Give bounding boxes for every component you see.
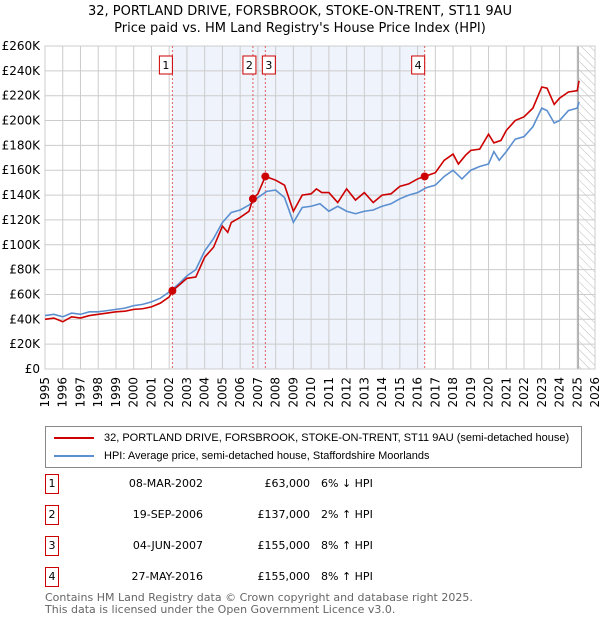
sale-hpi-diff: 8% ↑ HPI bbox=[321, 539, 373, 552]
x-tick-label: 2012 bbox=[340, 377, 354, 408]
sale-date: 19-SEP-2006 bbox=[132, 508, 203, 521]
legend: 32, PORTLAND DRIVE, FORSBROOK, STOKE-ON-… bbox=[45, 426, 582, 468]
sale-number: 2 bbox=[45, 505, 59, 525]
sale-number: 1 bbox=[45, 474, 59, 494]
x-tick-label: 2003 bbox=[180, 377, 194, 408]
footer-line-2: This data is licensed under the Open Gov… bbox=[45, 603, 396, 616]
chart-subtitle: Price paid vs. HM Land Registry's House … bbox=[114, 21, 486, 36]
plot-border bbox=[44, 45, 596, 370]
sale-hpi-diff: 6% ↓ HPI bbox=[321, 477, 373, 490]
x-tick-label: 2017 bbox=[428, 377, 442, 408]
sale-date: 04-JUN-2007 bbox=[132, 539, 203, 552]
sale-label-box bbox=[158, 55, 173, 75]
x-tick-label: 2019 bbox=[464, 377, 478, 408]
x-tick-label: 2010 bbox=[304, 377, 318, 408]
y-tick-label: £100K bbox=[2, 238, 42, 252]
x-tick-label: 2016 bbox=[411, 377, 425, 408]
y-tick-label: £200K bbox=[2, 114, 42, 128]
sale-label-number: 1 bbox=[162, 59, 169, 72]
x-tick-label: 2000 bbox=[127, 377, 141, 408]
y-tick-label: £220K bbox=[2, 89, 42, 103]
x-tick-label: 2011 bbox=[322, 377, 336, 408]
x-tick-label: 2007 bbox=[251, 377, 265, 408]
x-tick-label: 2009 bbox=[286, 377, 300, 408]
sale-hpi-diff: 8% ↑ HPI bbox=[321, 570, 373, 583]
sale-price: £155,000 bbox=[257, 570, 311, 583]
x-tick-label: 2025 bbox=[570, 377, 584, 408]
sale-point bbox=[248, 194, 257, 203]
footer: Contains HM Land Registry data © Crown c… bbox=[45, 592, 473, 616]
y-tick-label: £240K bbox=[2, 64, 42, 78]
x-tick-label: 1995 bbox=[38, 377, 52, 408]
legend-hpi-label: HPI: Average price, semi-detached house,… bbox=[104, 450, 430, 462]
y-tick-label: £180K bbox=[2, 138, 42, 152]
sale-date: 27-MAY-2016 bbox=[131, 570, 203, 583]
y-tick-label: £140K bbox=[2, 188, 42, 202]
price-chart: £0 £20K £40K £60K £80K £100K £120K £140K £160K £1… bbox=[2, 39, 600, 408]
y-tick-label: £160K bbox=[2, 163, 42, 177]
chart-title: 32, PORTLAND DRIVE, FORSBROOK, STOKE-ON-… bbox=[88, 4, 512, 19]
sale-hpi-diff: 2% ↑ HPI bbox=[321, 508, 373, 521]
y-tick-label: £40K bbox=[9, 312, 41, 326]
x-tick-label: 2018 bbox=[446, 377, 460, 408]
x-tick-label: 2005 bbox=[215, 377, 229, 408]
x-tick-label: 2014 bbox=[375, 377, 389, 408]
sale-label-box bbox=[242, 55, 257, 75]
sale-label-box bbox=[411, 55, 426, 75]
x-tick-label: 1997 bbox=[73, 377, 87, 408]
y-tick-label: £60K bbox=[9, 287, 41, 301]
sale-row: 1 08-MAR-2002 £63,000 6% ↓ HPI bbox=[45, 474, 545, 494]
legend-blue-line bbox=[54, 455, 94, 457]
shaded-region bbox=[172, 46, 425, 369]
sale-row: 4 27-MAY-2016 £155,000 8% ↑ HPI bbox=[45, 567, 545, 587]
sale-price: £155,000 bbox=[257, 539, 311, 552]
x-tick-label: 2001 bbox=[144, 377, 158, 408]
sale-number: 4 bbox=[45, 567, 59, 587]
sale-label-number: 2 bbox=[246, 59, 253, 72]
y-tick-label: £260K bbox=[2, 39, 42, 53]
x-tick-label: 2015 bbox=[393, 377, 407, 408]
sale-label-box bbox=[261, 55, 276, 75]
x-tick-label: 2023 bbox=[535, 377, 549, 408]
forecast-hatch bbox=[579, 46, 595, 369]
sale-label-number: 4 bbox=[415, 59, 422, 72]
x-tick-label: 2002 bbox=[162, 377, 176, 408]
sale-label-number: 3 bbox=[265, 59, 272, 72]
sale-point bbox=[168, 286, 177, 295]
sale-date: 08-MAR-2002 bbox=[128, 477, 203, 490]
x-tick-label: 1996 bbox=[56, 377, 70, 408]
x-tick-label: 2024 bbox=[553, 377, 567, 408]
legend-property-label: 32, PORTLAND DRIVE, FORSBROOK, STOKE-ON-… bbox=[104, 432, 570, 444]
x-tick-label: 2004 bbox=[198, 377, 212, 408]
sale-row: 2 19-SEP-2006 £137,000 2% ↑ HPI bbox=[45, 505, 545, 525]
y-tick-label: £20K bbox=[9, 337, 41, 351]
x-tick-label: 2006 bbox=[233, 377, 247, 408]
sale-price: £63,000 bbox=[264, 477, 311, 490]
sale-number: 3 bbox=[45, 536, 59, 556]
hpi-series-line bbox=[44, 101, 580, 318]
x-tick-label: 2026 bbox=[588, 377, 600, 408]
sale-point bbox=[420, 172, 429, 181]
x-tick-label: 1998 bbox=[91, 377, 105, 408]
property-series-line bbox=[44, 80, 580, 323]
y-tick-label: £80K bbox=[9, 263, 41, 277]
sale-row: 3 04-JUN-2007 £155,000 8% ↑ HPI bbox=[45, 536, 545, 556]
legend-red-line bbox=[54, 437, 94, 439]
x-tick-label: 2022 bbox=[517, 377, 531, 408]
footer-line-1: Contains HM Land Registry data © Crown c… bbox=[45, 591, 473, 604]
y-tick-label: £120K bbox=[2, 213, 42, 227]
x-tick-label: 2020 bbox=[482, 377, 496, 408]
y-tick-label: £0 bbox=[25, 362, 40, 376]
x-tick-label: 2021 bbox=[499, 377, 513, 408]
x-tick-label: 2008 bbox=[269, 377, 283, 408]
sale-price: £137,000 bbox=[257, 508, 311, 521]
x-tick-label: 1999 bbox=[109, 377, 123, 408]
sale-point bbox=[261, 172, 270, 181]
x-tick-label: 2013 bbox=[357, 377, 371, 408]
